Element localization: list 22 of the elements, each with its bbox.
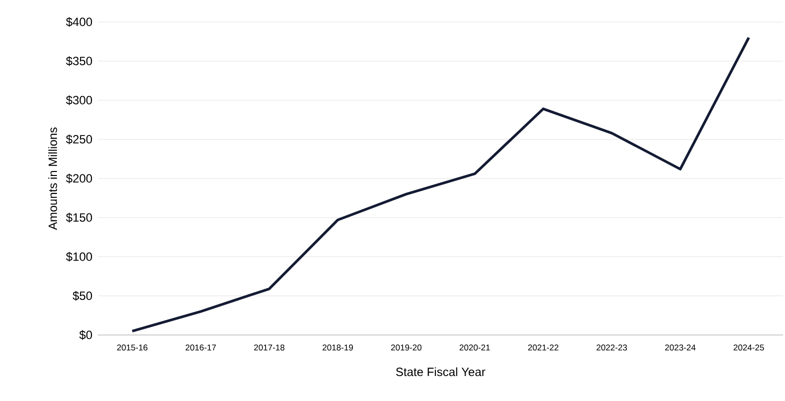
x-tick-label: 2024-25 (734, 344, 764, 351)
y-tick-label: $350 (66, 56, 92, 66)
x-tick-label: 2021-22 (528, 344, 558, 351)
x-tick-label: 2016-17 (186, 344, 216, 351)
y-tick-label: $400 (66, 17, 92, 27)
x-tick-label: 2018-19 (322, 344, 353, 351)
x-axis-title: State Fiscal Year (396, 367, 486, 376)
x-tick-label: 2017-18 (254, 344, 284, 351)
x-tick-label: 2019-20 (391, 344, 422, 351)
x-tick-label: 2022-23 (596, 344, 627, 351)
y-tick-label: $200 (66, 174, 92, 184)
x-tick-label: 2023-24 (665, 344, 696, 351)
y-tick-label: $100 (66, 252, 92, 262)
x-tick-label: 2015-16 (117, 344, 148, 351)
y-tick-label: $250 (66, 134, 92, 144)
y-tick-label: $50 (72, 291, 92, 301)
y-tick-label: $0 (79, 330, 92, 340)
y-tick-label: $300 (66, 95, 92, 106)
y-axis-title: Amounts in Millions (48, 127, 58, 230)
x-tick-label: 2020-21 (460, 344, 490, 351)
y-tick-label: $150 (66, 212, 92, 222)
line-series (130, 36, 750, 332)
